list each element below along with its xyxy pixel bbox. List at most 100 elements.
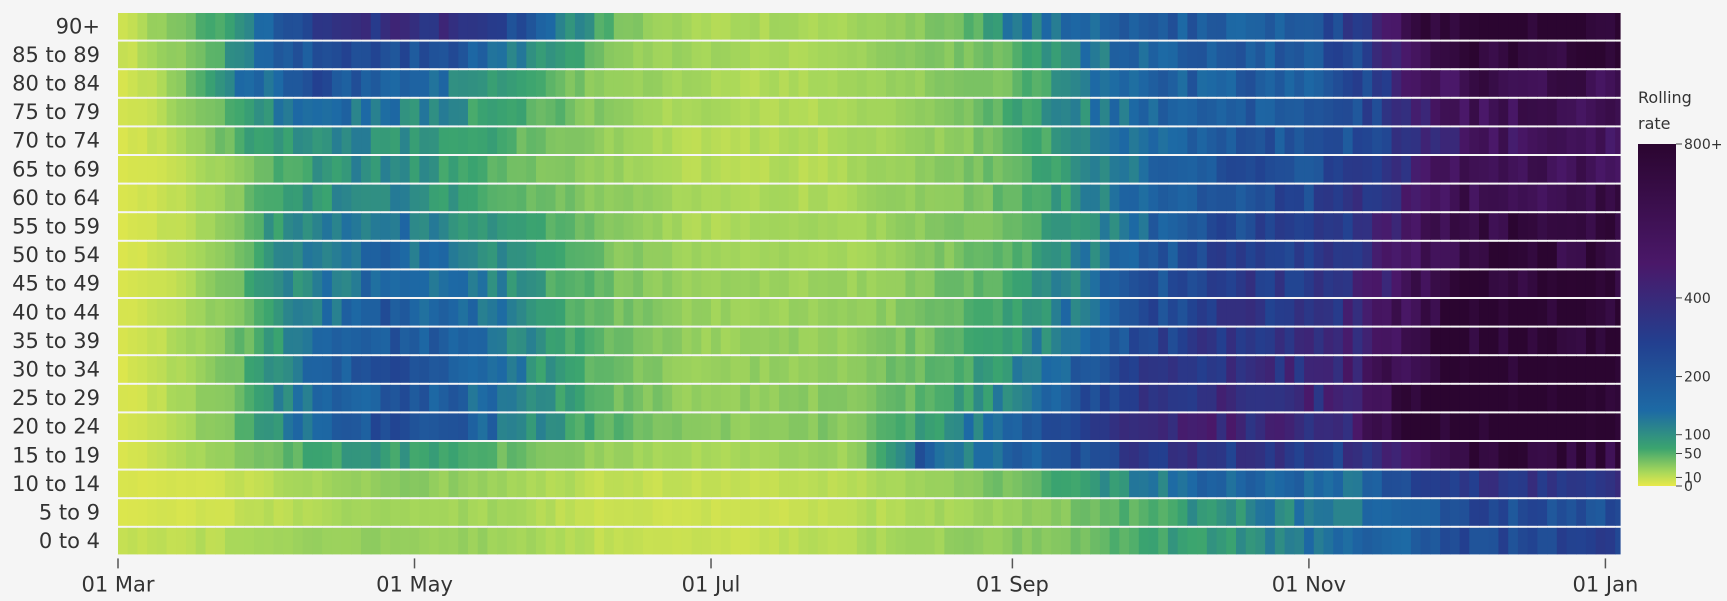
heatmap-cell xyxy=(662,270,673,297)
heatmap-cell xyxy=(1488,413,1500,440)
heatmap-cell xyxy=(934,13,945,40)
heatmap-cell xyxy=(691,384,702,412)
heatmap-cell xyxy=(720,270,732,297)
heatmap-cell xyxy=(380,213,391,240)
heatmap-cell xyxy=(244,156,255,183)
heatmap-cell xyxy=(1129,413,1140,440)
heatmap-cell xyxy=(127,327,139,355)
heatmap-cell xyxy=(312,13,323,40)
heatmap-cell xyxy=(856,98,868,126)
heatmap-cell xyxy=(749,270,761,297)
heatmap-cell xyxy=(205,299,216,326)
heatmap-cell xyxy=(1080,470,1091,498)
heatmap-cell xyxy=(156,184,168,212)
heatmap-cell xyxy=(205,356,216,383)
heatmap-cell xyxy=(1391,241,1402,269)
heatmap-cell xyxy=(536,41,547,69)
heatmap-cell xyxy=(1265,470,1276,498)
heatmap-cell xyxy=(613,470,625,498)
heatmap-cell xyxy=(1129,270,1140,297)
heatmap-cell xyxy=(1595,384,1607,412)
heatmap-cell xyxy=(749,241,761,269)
heatmap-cell xyxy=(1585,413,1597,440)
heatmap-cell xyxy=(322,41,333,69)
heatmap-cell xyxy=(604,213,615,240)
heatmap-cell xyxy=(137,384,148,412)
heatmap-cell xyxy=(711,213,722,240)
heatmap-cell xyxy=(1615,356,1621,383)
heatmap-cell xyxy=(390,327,401,355)
heatmap-cell xyxy=(866,327,877,355)
heatmap-cell xyxy=(1099,127,1111,154)
heatmap-cell xyxy=(788,213,800,240)
heatmap-cell xyxy=(1401,13,1412,40)
heatmap-cell xyxy=(652,156,664,183)
heatmap-cell xyxy=(1381,413,1393,440)
heatmap-cell xyxy=(1420,213,1432,240)
heatmap-cell xyxy=(1333,241,1344,269)
heatmap-cell xyxy=(720,41,732,69)
heatmap-cell xyxy=(1323,213,1334,240)
heatmap-cell xyxy=(1391,442,1402,469)
heatmap-cell xyxy=(273,241,284,269)
heatmap-cell xyxy=(759,527,770,555)
heatmap-cell xyxy=(1615,156,1621,183)
heatmap-cell xyxy=(1265,442,1276,469)
heatmap-cell xyxy=(1313,213,1325,240)
heatmap-cell xyxy=(186,413,197,440)
heatmap-cell xyxy=(1576,213,1587,240)
heatmap-cell xyxy=(1430,241,1441,269)
heatmap-cell xyxy=(681,384,693,412)
heatmap-cell xyxy=(1459,527,1470,555)
heatmap-cell xyxy=(1138,70,1150,97)
heatmap-cell xyxy=(273,384,284,412)
heatmap-cell xyxy=(1245,470,1257,498)
heatmap-cell xyxy=(390,270,401,297)
heatmap-cell xyxy=(215,442,226,469)
heatmap-cell xyxy=(934,413,945,440)
heatmap-cell xyxy=(817,384,829,412)
heatmap-cell xyxy=(681,213,693,240)
heatmap-cell xyxy=(1235,41,1247,69)
heatmap-cell xyxy=(817,442,829,469)
heatmap-cell xyxy=(1012,299,1023,326)
heatmap-cell xyxy=(681,156,693,183)
heatmap-cell xyxy=(215,241,226,269)
heatmap-cell xyxy=(1022,470,1033,498)
heatmap-cell xyxy=(876,270,887,297)
heatmap-cell xyxy=(711,442,722,469)
heatmap-cell xyxy=(1070,442,1082,469)
heatmap-cell xyxy=(380,127,391,154)
heatmap-cell xyxy=(1245,327,1257,355)
heatmap-cell xyxy=(1090,41,1101,69)
heatmap-cell xyxy=(827,13,838,40)
heatmap-cell xyxy=(681,41,693,69)
heatmap-cell xyxy=(681,70,693,97)
heatmap-cell xyxy=(652,41,664,69)
heatmap-cell xyxy=(730,384,741,412)
heatmap-cell xyxy=(224,70,236,97)
heatmap-cell xyxy=(370,499,382,526)
heatmap-cell xyxy=(1585,213,1597,240)
heatmap-cell xyxy=(1459,213,1470,240)
heatmap-cell xyxy=(1469,270,1480,297)
heatmap-cell xyxy=(623,184,634,212)
heatmap-cell xyxy=(720,299,732,326)
heatmap-cell xyxy=(584,70,595,97)
heatmap-cell xyxy=(1410,270,1422,297)
heatmap-cell xyxy=(1362,241,1373,269)
heatmap-cell xyxy=(642,413,654,440)
heatmap-cell xyxy=(399,299,411,326)
heatmap-cell xyxy=(749,356,761,383)
heatmap-cell xyxy=(1080,299,1091,326)
heatmap-cell xyxy=(1372,299,1383,326)
heatmap-cell xyxy=(895,356,907,383)
heatmap-cell xyxy=(506,13,518,40)
heatmap-cell xyxy=(1469,327,1480,355)
heatmap-cell xyxy=(487,499,498,526)
heatmap-cell xyxy=(827,127,838,154)
heatmap-cell xyxy=(186,213,197,240)
heatmap-cell xyxy=(652,413,664,440)
heatmap-cell xyxy=(1245,98,1257,126)
heatmap-cell xyxy=(1304,384,1315,412)
